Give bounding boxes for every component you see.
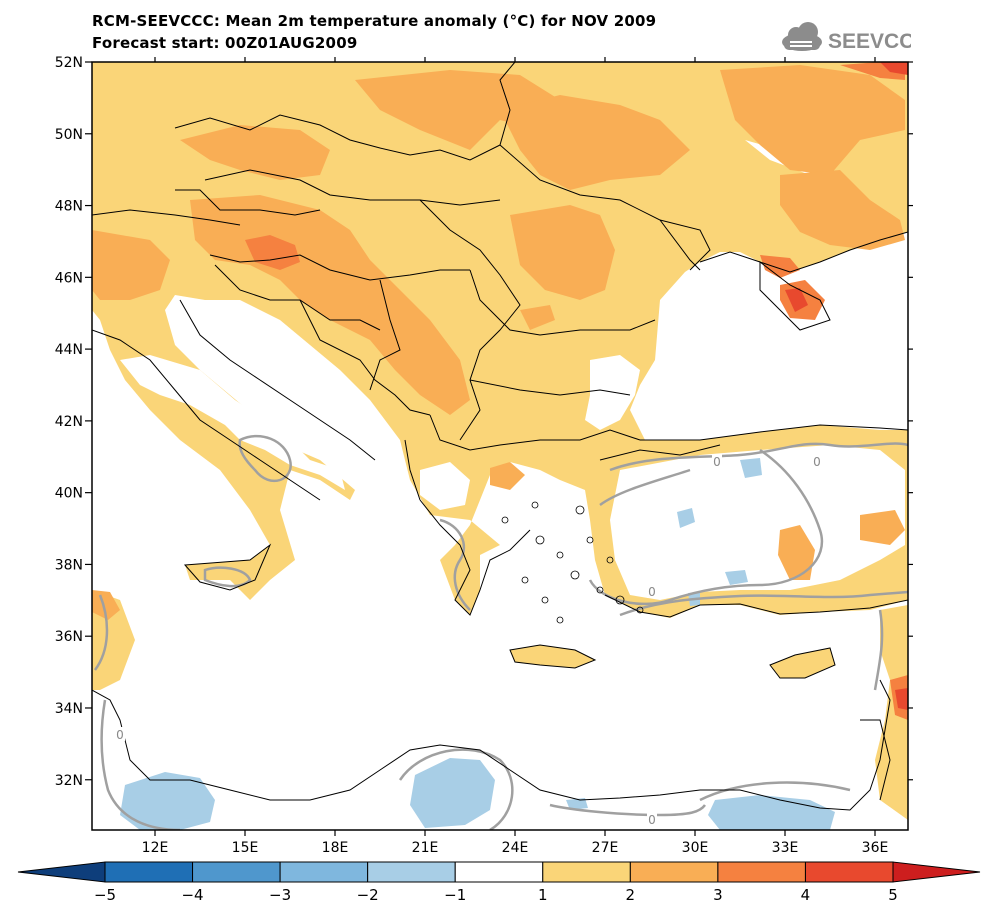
lon-label: 30E xyxy=(682,840,709,856)
seevccc-logo: SEEVCCC xyxy=(782,22,911,53)
colorbar-segment xyxy=(717,861,806,883)
lat-label: 46N xyxy=(55,270,83,286)
colorbar-label: −2 xyxy=(357,886,379,904)
cyprus-anomaly xyxy=(770,648,835,678)
levant-coast-anomaly xyxy=(875,605,908,820)
contour-label: 0 xyxy=(116,728,124,742)
latitude-axis: 52N 50N 48N 46N 44N 42N 40N 38N 36N 34N 32N xyxy=(55,55,913,789)
contour-label-bg xyxy=(647,812,657,826)
colorbar-segment xyxy=(454,861,544,883)
colorbar-label: −4 xyxy=(181,886,203,904)
lon-label: 15E xyxy=(232,840,259,856)
colorbar-label: 4 xyxy=(801,886,811,904)
contour-label-bg xyxy=(647,584,657,598)
lat-label: 32N xyxy=(55,773,83,789)
lon-label: 36E xyxy=(862,840,889,856)
borders-coastlines xyxy=(92,62,908,811)
lon-label: 24E xyxy=(502,840,529,856)
lon-label: 12E xyxy=(142,840,169,856)
lon-label: 18E xyxy=(322,840,349,856)
contour-label: 0 xyxy=(713,455,721,469)
colorbar-label: −3 xyxy=(269,886,291,904)
colorbar-segment xyxy=(104,861,194,883)
near-zero-ukraine-streak xyxy=(745,140,855,215)
anomaly-4-5-areas xyxy=(785,62,908,710)
longitude-axis: 12E 15E 18E 21E 24E 27E 30E 33E 36E xyxy=(142,57,889,856)
near-zero-greece xyxy=(420,462,470,510)
contour-labels: 0 0 0 0 0 xyxy=(115,454,822,827)
logo-text: SEEVCCC xyxy=(828,30,911,53)
lat-label: 52N xyxy=(55,55,83,71)
crete-anomaly xyxy=(510,645,595,668)
colorbar-segment xyxy=(804,861,894,883)
lat-label: 38N xyxy=(55,557,83,573)
colorbar-segment xyxy=(279,861,369,883)
lat-label: 40N xyxy=(55,486,83,502)
lat-label: 50N xyxy=(55,127,83,143)
forecast-start-subtitle: Forecast start: 00Z01AUG2009 xyxy=(92,34,358,52)
contour-label-bg xyxy=(712,454,722,468)
lat-label: 36N xyxy=(55,629,83,645)
colorbar-label: 2 xyxy=(626,886,636,904)
lon-label: 21E xyxy=(412,840,439,856)
colorbar-label: −5 xyxy=(94,886,116,904)
lat-label: 48N xyxy=(55,199,83,215)
colorbar-left-arrow xyxy=(17,861,106,883)
colorbar-segment xyxy=(542,861,631,883)
colorbar-right-arrow xyxy=(892,861,981,883)
aegean-islands xyxy=(501,501,644,624)
map-title: RCM-SEEVCCC: Mean 2m temperature anomaly… xyxy=(92,12,657,30)
colorbar-segment xyxy=(629,861,719,883)
lat-label: 34N xyxy=(55,701,83,717)
contour-label: 0 xyxy=(813,455,821,469)
cloud-icon xyxy=(782,22,822,51)
lat-label: 42N xyxy=(55,414,83,430)
plot-frame xyxy=(91,61,909,831)
near-zero-anatolia xyxy=(610,445,905,600)
contour-label: 0 xyxy=(648,585,656,599)
colorbar-segment xyxy=(192,861,281,883)
lon-label: 27E xyxy=(592,840,619,856)
colorbar-label: 5 xyxy=(888,886,898,904)
colorbar-segment xyxy=(367,861,456,883)
lat-label: 44N xyxy=(55,342,83,358)
colorbar-label: 3 xyxy=(713,886,723,904)
anomaly-neg-1-2-areas xyxy=(120,458,835,830)
contour-label: 0 xyxy=(648,813,656,827)
colorbar-label: 1 xyxy=(538,886,548,904)
lon-label: 33E xyxy=(772,840,799,856)
colorbar: −5 −4 −3 −2 −1 1 2 3 4 5 xyxy=(17,861,981,904)
contour-label-bg xyxy=(812,454,822,468)
contour-label-bg xyxy=(115,727,125,741)
colorbar-label: −1 xyxy=(444,886,466,904)
